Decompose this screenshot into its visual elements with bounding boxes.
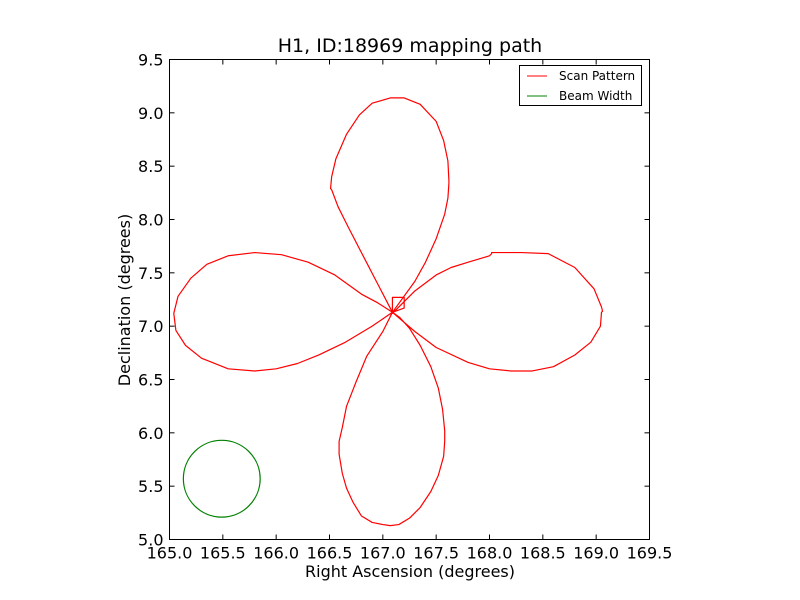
- beam-width-circle: [182, 439, 261, 518]
- x-tick-label: 166.0: [253, 544, 299, 563]
- y-tick-label: 7.5: [138, 264, 163, 283]
- series-layer: [173, 97, 604, 527]
- y-tick-label: 8.0: [138, 211, 163, 230]
- y-tick-label: 9.5: [138, 51, 163, 70]
- y-tick-label: 5.5: [138, 477, 163, 496]
- legend-beam-width-label: Beam Width: [559, 89, 632, 103]
- chart-title: H1, ID:18969 mapping path: [278, 35, 542, 57]
- plot-area: 165.0 165.5 166.0 166.5 167.0 167.5 168.0 168.5…: [138, 51, 672, 563]
- y-tick-label: 6.0: [138, 424, 163, 443]
- legend: Scan Pattern Beam Width: [519, 65, 642, 106]
- plot-frame: [169, 59, 650, 540]
- x-tick-label: 166.5: [307, 544, 353, 563]
- y-tick-label: 6.5: [138, 371, 163, 390]
- x-axis-label: Right Ascension (degrees): [305, 562, 515, 581]
- x-tick-label: 165.5: [200, 544, 246, 563]
- ticks-layer: 165.0 165.5 166.0 166.5 167.0 167.5 168.0 168.5…: [138, 51, 672, 563]
- y-axis-label: Declination (degrees): [115, 214, 134, 386]
- series-line-scan-pattern: [173, 97, 604, 527]
- x-tick-label: 167.5: [413, 544, 459, 563]
- legend-box: [519, 65, 642, 106]
- y-tick-label: 8.5: [138, 157, 163, 176]
- x-tick-label: 167.0: [360, 544, 406, 563]
- x-tick-label: 168.0: [467, 544, 513, 563]
- plot-background: [169, 59, 650, 540]
- x-tick-label: 165.0: [147, 544, 193, 563]
- y-tick-label: 7.0: [138, 317, 163, 336]
- x-tick-label: 169.0: [573, 544, 619, 563]
- legend-scan-pattern-label: Scan Pattern: [559, 69, 635, 83]
- x-tick-label: 168.5: [520, 544, 566, 563]
- y-tick-label: 9.0: [138, 104, 163, 123]
- y-tick-label: 5.0: [138, 531, 163, 550]
- x-tick-label: 169.5: [627, 544, 673, 563]
